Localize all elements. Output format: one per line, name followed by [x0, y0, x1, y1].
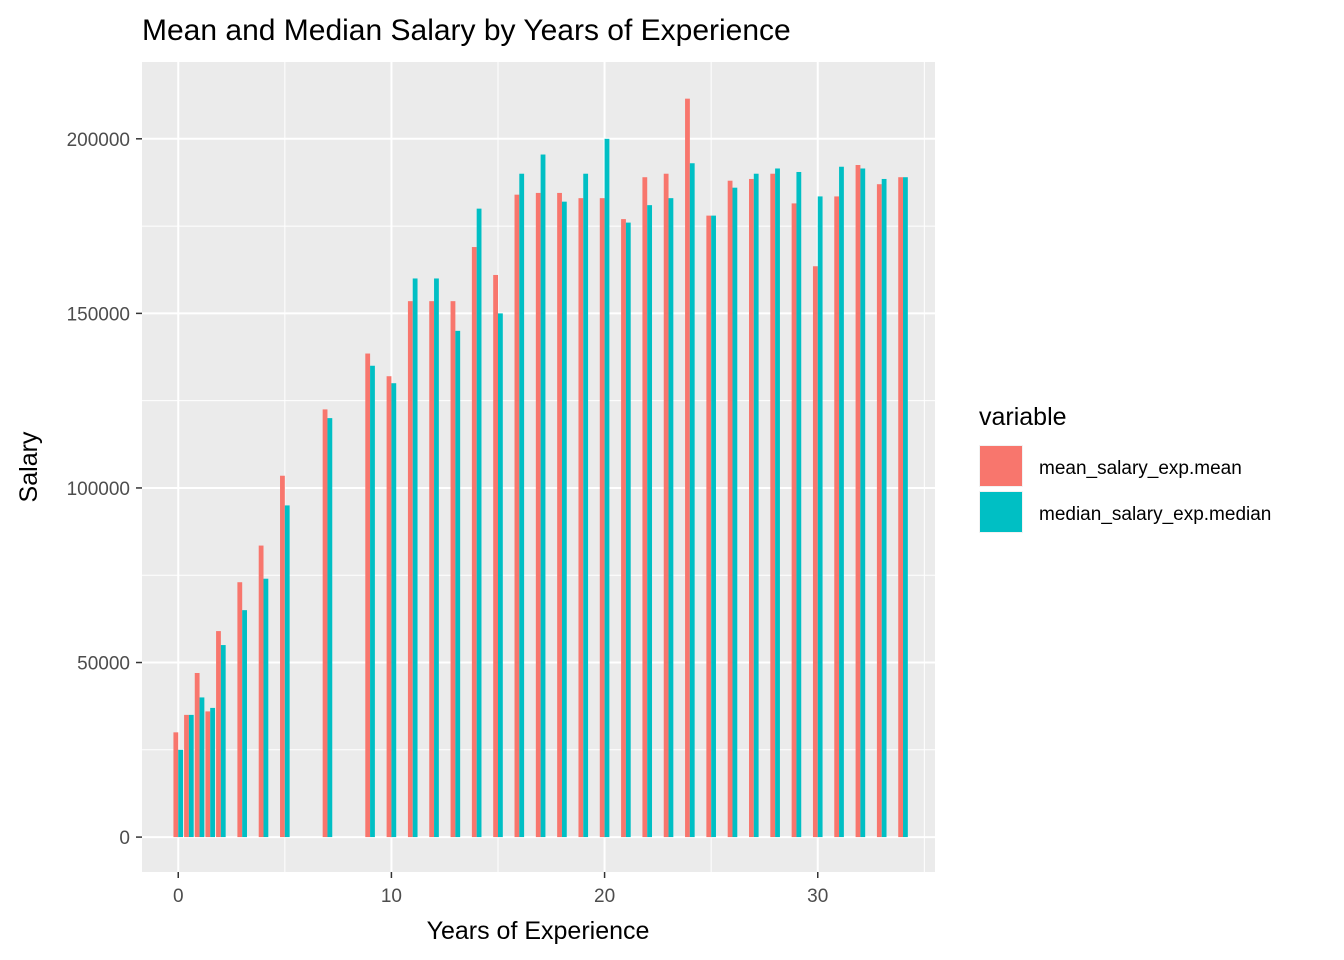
legend: variable mean_salary_exp.mean median_sala…	[979, 403, 1271, 533]
bar-median-32	[860, 168, 866, 838]
bar-mean-6	[258, 545, 264, 838]
bar-median-24	[689, 163, 695, 838]
bar-median-26	[732, 187, 738, 838]
legend-swatch-mean	[980, 446, 1022, 486]
bar-median-3	[210, 707, 216, 838]
bars	[173, 98, 908, 838]
bar-median-4	[220, 645, 226, 838]
bar-median-12	[434, 278, 439, 838]
bar-mean-3	[205, 711, 211, 838]
bar-mean-31	[834, 196, 840, 838]
bar-median-34	[903, 177, 908, 838]
legend-items: mean_salary_exp.mean median_salary_exp.me…	[979, 445, 1271, 533]
y-axis: 0 50000 100000 150000 200000	[67, 130, 142, 849]
bar-median-6	[263, 578, 269, 838]
x-tick-label-0: 0	[173, 886, 184, 907]
x-tick-label-2: 20	[594, 886, 615, 907]
bar-median-10	[391, 383, 397, 838]
bar-median-23	[668, 198, 674, 838]
bar-median-28	[775, 168, 780, 838]
y-axis-title: Salary	[15, 431, 43, 502]
bar-mean-25	[706, 215, 712, 838]
x-tick-label-3: 30	[807, 886, 828, 907]
bar-median-9	[370, 365, 375, 838]
y-tick-label-2: 100000	[67, 479, 130, 500]
y-tick-label-4: 200000	[67, 130, 130, 151]
x-axis-title: Years of Experience	[427, 917, 650, 945]
y-tick-label-0: 0	[119, 828, 130, 849]
bar-mean-19	[578, 198, 584, 838]
bar-median-25	[711, 215, 716, 838]
bar-mean-2	[194, 672, 200, 838]
bar-median-15	[498, 313, 503, 838]
bar-median-5	[242, 610, 247, 838]
bar-mean-30	[812, 266, 818, 838]
bar-mean-24	[685, 98, 690, 838]
x-axis: 0 10 20 30	[173, 872, 828, 907]
chart-title: Mean and Median Salary by Years of Exper…	[142, 14, 791, 47]
bar-mean-0	[173, 732, 179, 838]
bar-median-14	[476, 208, 482, 838]
legend-label-median: median_salary_exp.median	[1039, 504, 1271, 525]
legend-swatch-median	[980, 492, 1022, 532]
bar-mean-7	[280, 475, 285, 838]
bar-mean-26	[727, 180, 733, 838]
bar-mean-1	[184, 714, 189, 838]
bar-mean-29	[791, 203, 797, 838]
y-tick-label-1: 50000	[77, 654, 130, 675]
bar-mean-21	[621, 219, 626, 838]
bar-median-21	[625, 222, 631, 838]
bar-mean-28	[770, 173, 776, 838]
bar-mean-14	[471, 247, 477, 838]
bar-mean-27	[749, 178, 754, 838]
x-tick-label-1: 10	[381, 886, 402, 907]
bar-mean-16	[514, 194, 520, 838]
bar-median-0	[178, 749, 184, 838]
bar-mean-8	[322, 409, 328, 838]
bar-mean-4	[216, 631, 221, 838]
bar-mean-22	[642, 177, 648, 838]
bar-median-18	[561, 201, 567, 838]
bar-median-1	[188, 714, 194, 838]
bar-mean-9	[365, 353, 371, 838]
bar-median-31	[839, 166, 844, 838]
bar-median-27	[753, 173, 759, 838]
bar-median-11	[412, 278, 418, 838]
bar-mean-18	[557, 192, 562, 838]
bar-mean-34	[898, 177, 904, 838]
bar-mean-13	[450, 301, 456, 838]
bar-median-20	[604, 138, 610, 838]
bar-mean-17	[535, 192, 541, 838]
bar-mean-11	[407, 301, 413, 838]
bar-median-8	[327, 418, 333, 838]
bar-mean-20	[599, 198, 605, 838]
bar-median-19	[583, 173, 589, 838]
bar-mean-12	[429, 301, 435, 838]
bar-median-7	[284, 505, 290, 838]
bar-median-30	[817, 196, 823, 838]
bar-median-33	[881, 178, 887, 838]
bar-mean-23	[663, 173, 669, 838]
y-tick-label-3: 150000	[67, 304, 130, 325]
bar-median-13	[455, 330, 461, 838]
bar-mean-32	[855, 165, 861, 838]
bar-median-29	[796, 171, 802, 838]
legend-label-mean: mean_salary_exp.mean	[1039, 458, 1242, 479]
bar-mean-10	[386, 376, 392, 838]
bar-mean-33	[876, 184, 882, 838]
bar-median-16	[519, 173, 525, 838]
legend-title: variable	[979, 403, 1067, 431]
bar-median-17	[540, 154, 546, 838]
bar-mean-15	[493, 274, 498, 838]
bar-mean-5	[237, 582, 243, 838]
bar-median-22	[647, 205, 653, 838]
bar-median-2	[199, 697, 205, 838]
